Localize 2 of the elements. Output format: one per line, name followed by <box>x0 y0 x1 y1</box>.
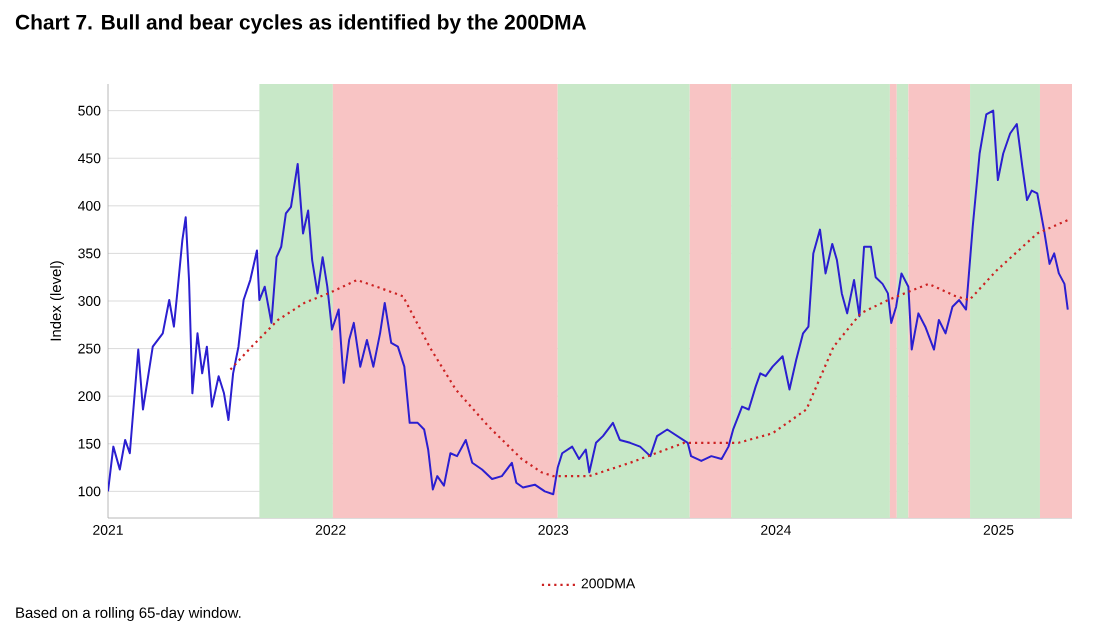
chart-title: Chart 7. Bull and bear cycles as identified by the 200DMA <box>15 14 587 34</box>
line-series <box>229 218 1069 478</box>
